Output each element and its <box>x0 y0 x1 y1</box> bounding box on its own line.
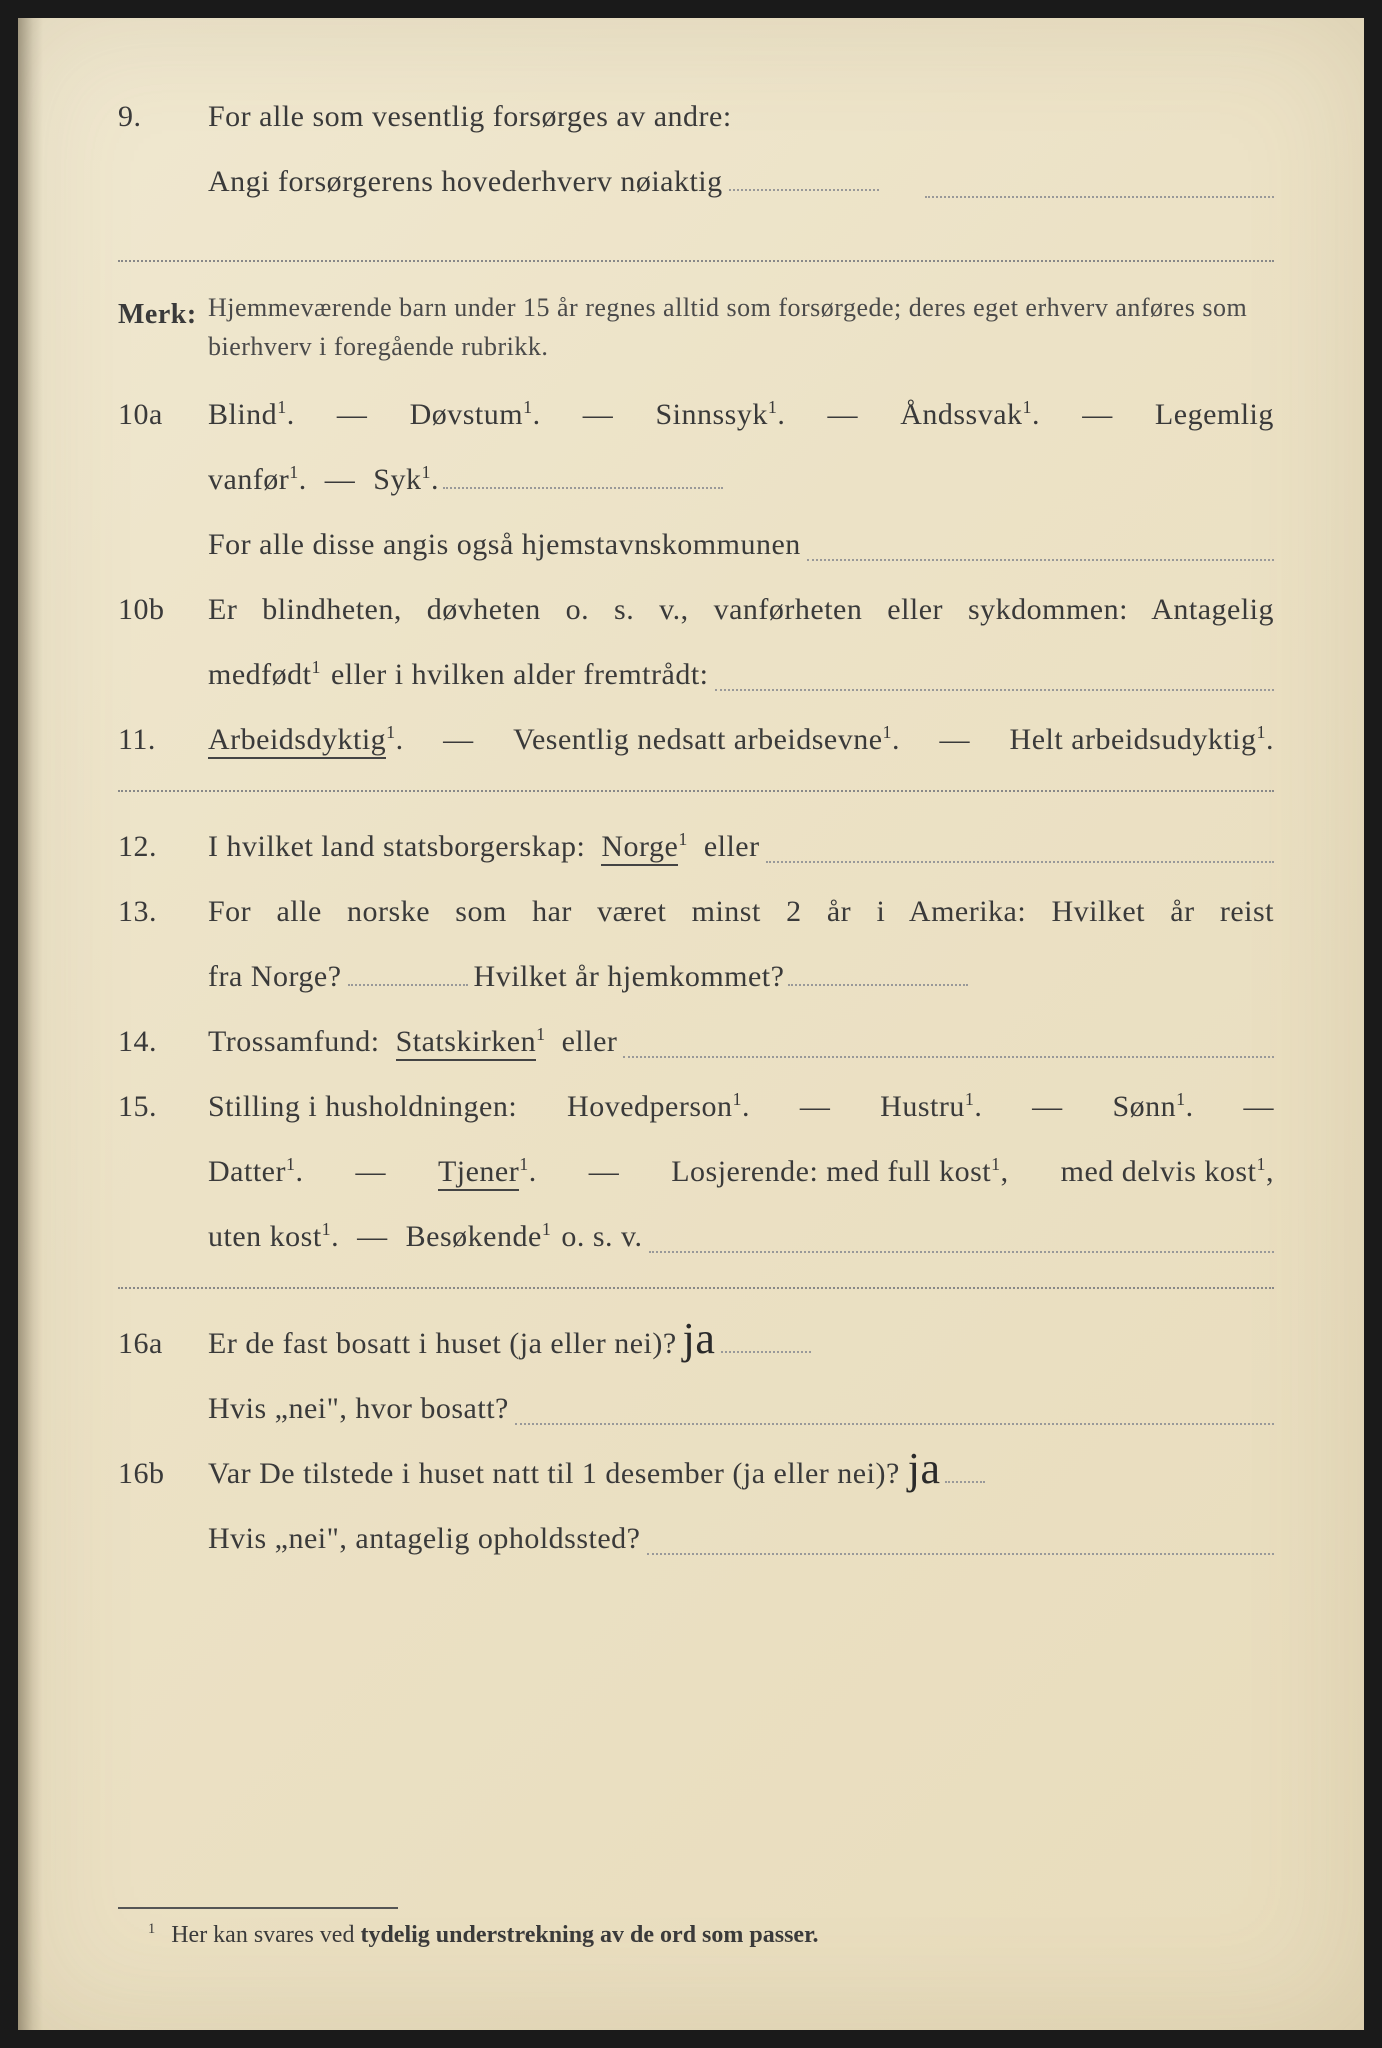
label: I hvilket land statsborgerskap: <box>208 818 585 875</box>
fill-line[interactable] <box>443 464 723 490</box>
question-13: 13. For alle norske som har været minst … <box>118 883 1274 940</box>
footnote: 1 Her kan svares ved tydelig understrekn… <box>118 1921 1274 1949</box>
option-datter: Datter <box>208 1155 286 1188</box>
label: fra Norge? <box>208 948 342 1005</box>
question-10a-line2: vanfør1. — Syk1. <box>118 451 1274 508</box>
question-10a: 10a Blind1. — Døvstum1. — Sinnssyk1. — Å… <box>118 386 1274 443</box>
question-16b-line2: Hvis „nei", antagelig opholdssted? <box>118 1510 1274 1567</box>
question-number: 10b <box>118 581 208 638</box>
question-text: For alle norske som har været minst 2 år… <box>208 883 1274 940</box>
question-number: 11. <box>118 711 208 768</box>
option-arbeidsdyktig: Arbeidsdyktig <box>208 723 386 759</box>
option-medfodt: medfødt <box>208 658 311 691</box>
option-besokende: Besøkende <box>406 1220 542 1253</box>
document-page: 9. For alle som vesentlig forsørges av a… <box>18 18 1364 2030</box>
question-13-line2: fra Norge? Hvilket år hjemkommet? <box>118 948 1274 1005</box>
question-number: 12. <box>118 818 208 875</box>
fill-line[interactable] <box>788 961 968 987</box>
question-number: 9. <box>118 88 208 145</box>
option-tjener: Tjener <box>438 1155 519 1191</box>
handwritten-answer: ja <box>908 1458 941 1480</box>
option-hovedperson: Hovedperson <box>567 1090 732 1123</box>
label: For alle disse angis også hjemstavnskomm… <box>208 516 801 573</box>
fill-line[interactable] <box>649 1228 1274 1254</box>
label: Hvis „nei", antagelig opholdssted? <box>208 1510 641 1567</box>
label: Stilling i husholdningen: <box>208 1078 517 1135</box>
fill-line[interactable] <box>647 1530 1275 1556</box>
option-sonn: Sønn <box>1112 1090 1176 1123</box>
question-number: 16b <box>118 1445 208 1502</box>
label: eller <box>562 1013 618 1070</box>
section-divider <box>118 790 1274 792</box>
option-hustru: Hustru <box>880 1090 965 1123</box>
section-divider <box>118 1287 1274 1289</box>
label: Trossamfund: <box>208 1013 380 1070</box>
handwritten-answer: ja <box>683 1328 716 1350</box>
option-delvis-kost: med delvis kost <box>1061 1155 1257 1188</box>
label: Hvis „nei", hvor bosatt? <box>208 1380 509 1437</box>
question-9: 9. For alle som vesentlig forsørges av a… <box>118 88 1274 145</box>
question-15-line2: Datter1. — Tjener1. — Losjerende: med fu… <box>118 1143 1274 1200</box>
note-text: Hjemmeværende barn under 15 år regnes al… <box>208 288 1274 366</box>
question-text: Er de fast bosatt i huset (ja eller nei)… <box>208 1315 677 1372</box>
question-text: Var De tilstede i huset natt til 1 desem… <box>208 1445 900 1502</box>
option-dovstum: Døvstum <box>410 398 524 431</box>
label: eller i hvilken alder fremtrådt: <box>331 646 709 703</box>
option-blind: Blind <box>208 398 277 431</box>
question-number: 15. <box>118 1078 208 1135</box>
section-divider <box>118 260 1274 262</box>
question-15-line3: uten kost1. — Besøkende1 o. s. v. <box>118 1208 1274 1265</box>
question-10a-line3: For alle disse angis også hjemstavnskomm… <box>118 516 1274 573</box>
answer-norge: Norge <box>601 830 678 866</box>
answer-statskirken: Statskirken <box>396 1025 537 1061</box>
option-sinnssyk: Sinnssyk <box>655 398 767 431</box>
option-legemlig: Legemlig <box>1155 386 1274 443</box>
question-16a: 16a Er de fast bosatt i huset (ja eller … <box>118 1315 1274 1372</box>
fill-line[interactable] <box>515 1400 1274 1426</box>
question-9-line2: Angi forsørgerens hovederhverv nøiaktig <box>118 153 1274 210</box>
footnote-text: Her kan svares ved <box>171 1922 354 1948</box>
option-uten-kost: uten kost <box>208 1220 322 1253</box>
question-10b: 10b Er blindheten, døvheten o. s. v., va… <box>118 581 1274 638</box>
fill-line[interactable] <box>945 1458 985 1484</box>
question-number: 16a <box>118 1315 208 1372</box>
question-15: 15. Stilling i husholdningen: Hovedperso… <box>118 1078 1274 1135</box>
fill-line[interactable] <box>715 666 1275 692</box>
footnote-text-bold: tydelig understrekning av de ord som pas… <box>360 1922 818 1948</box>
fill-line[interactable] <box>721 1328 811 1354</box>
option-losjerende: Losjerende: med full kost <box>671 1155 991 1188</box>
question-text: For alle som vesentlig forsørges av andr… <box>208 88 1274 145</box>
footnote-rule <box>118 1907 398 1909</box>
fill-line[interactable] <box>729 166 879 192</box>
fill-line[interactable] <box>807 536 1274 562</box>
fill-line[interactable] <box>925 173 1274 199</box>
note-label: Merk: <box>118 288 208 341</box>
option-andssvak: Åndssvak <box>900 398 1022 431</box>
option-udyktig: Helt arbeidsudyktig <box>1010 723 1257 756</box>
fill-line[interactable] <box>348 961 468 987</box>
fill-line[interactable] <box>623 1033 1274 1059</box>
option-nedsatt: Vesentlig nedsatt arbeidsevne <box>513 723 882 756</box>
label: Angi forsørgerens hovederhverv nøiaktig <box>208 153 723 210</box>
label: o. s. v. <box>561 1208 642 1265</box>
option-syk: Syk <box>373 463 421 496</box>
question-10b-line2: medfødt1 eller i hvilken alder fremtrådt… <box>118 646 1274 703</box>
question-number: 10a <box>118 386 208 443</box>
question-12: 12. I hvilket land statsborgerskap: Norg… <box>118 818 1274 875</box>
label: Hvilket år hjemkommet? <box>474 948 785 1005</box>
footnote-marker: 1 <box>148 1921 155 1937</box>
fill-line[interactable] <box>766 838 1274 864</box>
note-merk: Merk: Hjemmeværende barn under 15 år reg… <box>118 288 1274 366</box>
question-text: Er blindheten, døvheten o. s. v., vanfør… <box>208 581 1274 638</box>
question-11: 11. Arbeidsdyktig1. — Vesentlig nedsatt … <box>118 711 1274 768</box>
question-number: 14. <box>118 1013 208 1070</box>
question-16b: 16b Var De tilstede i huset natt til 1 d… <box>118 1445 1274 1502</box>
label: eller <box>704 818 760 875</box>
question-16a-line2: Hvis „nei", hvor bosatt? <box>118 1380 1274 1437</box>
question-14: 14. Trossamfund: Statskirken1 eller <box>118 1013 1274 1070</box>
option-vanfor: vanfør <box>208 463 289 496</box>
question-number: 13. <box>118 883 208 940</box>
